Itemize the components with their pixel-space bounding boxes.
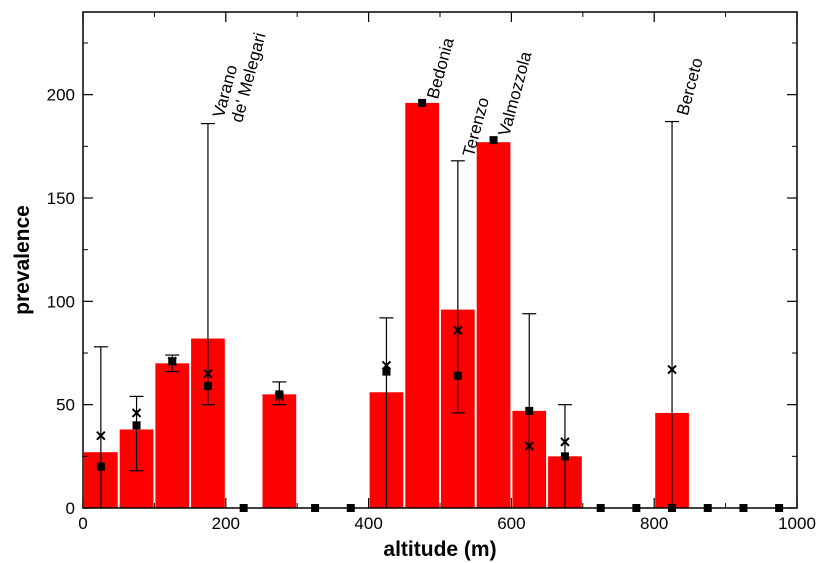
location-annotation: Berceto	[673, 56, 707, 118]
square-marker	[453, 371, 462, 380]
bar	[476, 142, 511, 508]
bar	[155, 363, 190, 508]
square-marker	[132, 421, 141, 430]
cross-marker	[203, 368, 213, 379]
cross-marker	[667, 364, 677, 375]
cross-marker	[560, 437, 570, 447]
location-label: Berceto	[673, 56, 707, 118]
square-marker	[525, 406, 534, 415]
y-tick-label: 150	[47, 189, 75, 208]
x-tick-label: 800	[640, 514, 668, 533]
square-marker	[382, 367, 391, 376]
y-tick-label: 50	[56, 396, 75, 415]
x-tick-label: 0	[78, 514, 87, 533]
x-tick-label: 200	[212, 514, 240, 533]
y-tick-label: 200	[47, 86, 75, 105]
square-marker	[489, 136, 498, 145]
square-marker	[418, 98, 427, 107]
cross-marker	[96, 430, 106, 441]
square-marker	[275, 390, 284, 399]
cross-marker	[524, 441, 534, 451]
location-label: Valmozzola	[495, 49, 536, 138]
cross-marker	[131, 408, 142, 418]
cross-marker	[453, 325, 463, 335]
plot-area: 0 200 400 600 800 1000 0 50 100 150 200 altitude (m…	[11, 11, 816, 561]
x-tick-label: 400	[354, 514, 382, 533]
x-axis-label: altitude (m)	[383, 538, 496, 561]
square-marker	[560, 452, 569, 461]
location-label: Bedonia	[423, 35, 458, 101]
y-tick-label: 0	[66, 499, 75, 518]
x-tick-label: 1000	[778, 514, 816, 533]
location-annotation: Valmozzola	[495, 49, 536, 138]
y-axis-label: prevalence	[11, 205, 34, 315]
bar	[262, 394, 297, 508]
x-tick-label: 600	[497, 514, 525, 533]
location-annotation: Bedonia	[423, 35, 458, 101]
square-marker	[203, 382, 212, 391]
square-marker	[168, 357, 177, 366]
square-marker	[96, 462, 105, 471]
bar	[405, 102, 439, 508]
y-tick-label: 100	[47, 292, 75, 311]
